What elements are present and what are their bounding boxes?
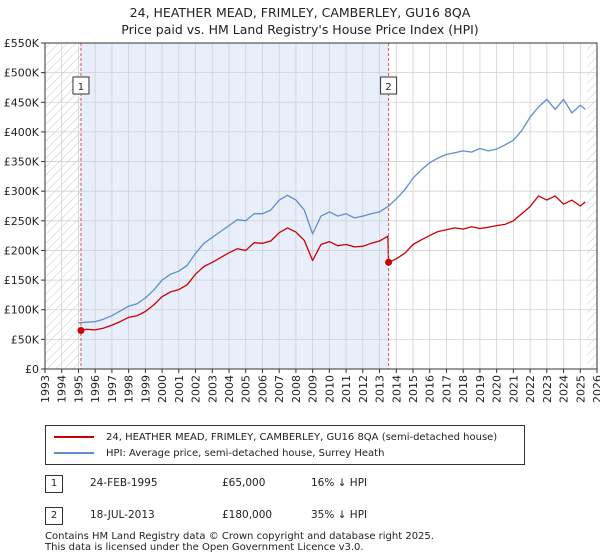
x-tick-label: 2019 bbox=[474, 375, 487, 403]
x-tick-label: 2001 bbox=[173, 375, 186, 403]
x-tick-label: 1997 bbox=[106, 375, 119, 403]
x-tick-label: 2013 bbox=[374, 375, 387, 403]
legend-entry-property: 24, HEATHER MEAD, FRIMLEY, CAMBERLEY, GU… bbox=[54, 430, 497, 444]
x-tick-label: 2011 bbox=[340, 375, 353, 403]
sale-marker-box bbox=[380, 76, 398, 95]
legend-swatch-property bbox=[54, 436, 94, 438]
sale-number-badge: 1 bbox=[45, 475, 63, 493]
x-tick-label: 2003 bbox=[206, 375, 219, 403]
y-tick-label: £50K bbox=[11, 333, 40, 346]
legend-label-hpi: HPI: Average price, semi-detached house,… bbox=[106, 447, 385, 459]
sale-point bbox=[77, 326, 85, 334]
x-tick-label: 2012 bbox=[357, 375, 370, 403]
x-tick-label: 2002 bbox=[190, 375, 203, 403]
x-tick-label: 2024 bbox=[558, 375, 571, 403]
x-tick-label: 1998 bbox=[123, 375, 136, 403]
x-tick-label: 2004 bbox=[223, 375, 236, 403]
y-tick-label: £350K bbox=[4, 156, 40, 169]
x-tick-label: 2026 bbox=[591, 375, 600, 403]
x-tick-label: 2023 bbox=[541, 375, 554, 403]
sale-hpi-delta: 35% ↓ HPI bbox=[311, 509, 368, 521]
hatched-region-after bbox=[586, 43, 597, 369]
x-tick-label: 2008 bbox=[290, 375, 303, 403]
x-tick-label: 2010 bbox=[323, 375, 336, 403]
x-tick-label: 1999 bbox=[139, 375, 152, 403]
x-tick-label: 2015 bbox=[407, 375, 420, 403]
x-tick-label: 2020 bbox=[491, 375, 504, 403]
x-tick-label: 2022 bbox=[524, 375, 537, 403]
sale-point bbox=[385, 258, 393, 266]
x-tick-label: 2021 bbox=[507, 375, 520, 403]
chart-title: 24, HEATHER MEAD, FRIMLEY, CAMBERLEY, GU… bbox=[0, 4, 600, 38]
sale-hpi-delta: 16% ↓ HPI bbox=[311, 477, 368, 489]
x-tick-label: 2000 bbox=[156, 375, 169, 403]
y-tick-label: £500K bbox=[4, 67, 40, 80]
sale-row: 1 24-FEB-1995 £65,000 16% ↓ HPI bbox=[45, 475, 525, 493]
y-tick-label: £550K bbox=[4, 37, 40, 50]
sale-price: £65,000 bbox=[222, 477, 266, 489]
legend-entry-hpi: HPI: Average price, semi-detached house,… bbox=[54, 446, 384, 460]
x-tick-label: 2007 bbox=[273, 375, 286, 403]
x-tick-label: 2025 bbox=[574, 375, 587, 403]
footer: Contains HM Land Registry data © Crown c… bbox=[45, 531, 434, 553]
sale-marker-box bbox=[72, 76, 90, 95]
x-tick-label: 1994 bbox=[56, 375, 69, 403]
sale-marker-label: 1 bbox=[78, 82, 84, 93]
x-tick-label: 2009 bbox=[307, 375, 320, 403]
sale-price: £180,000 bbox=[222, 509, 273, 521]
plot-frame bbox=[44, 42, 598, 370]
property-series-line bbox=[80, 195, 586, 332]
y-tick-label: £0 bbox=[25, 363, 39, 376]
footer-licence: This data is licensed under the Open Gov… bbox=[45, 542, 364, 553]
legend-label-property: 24, HEATHER MEAD, FRIMLEY, CAMBERLEY, GU… bbox=[106, 431, 498, 443]
sale-row: 2 18-JUL-2013 £180,000 35% ↓ HPI bbox=[45, 507, 525, 525]
footer-copyright: Contains HM Land Registry data © Crown c… bbox=[45, 531, 434, 542]
title-line-1: 24, HEATHER MEAD, FRIMLEY, CAMBERLEY, GU… bbox=[129, 5, 471, 20]
sale-number-badge: 2 bbox=[45, 507, 63, 525]
x-tick-label: 2014 bbox=[390, 375, 403, 403]
sale-date: 18-JUL-2013 bbox=[90, 509, 155, 521]
sale-date: 24-FEB-1995 bbox=[90, 477, 158, 489]
y-tick-label: £200K bbox=[4, 244, 40, 257]
x-tick-label: 2018 bbox=[457, 375, 470, 403]
legend-swatch-hpi bbox=[54, 452, 94, 454]
sale-marker-label: 2 bbox=[385, 82, 391, 93]
y-tick-label: £100K bbox=[4, 304, 40, 317]
x-tick-label: 1996 bbox=[89, 375, 102, 403]
y-tick-label: £250K bbox=[4, 215, 40, 228]
y-tick-label: £150K bbox=[4, 274, 40, 287]
legend: 24, HEATHER MEAD, FRIMLEY, CAMBERLEY, GU… bbox=[45, 425, 525, 465]
hatched-region-before bbox=[45, 43, 81, 369]
ownership-shade bbox=[80, 43, 389, 369]
x-tick-label: 2016 bbox=[424, 375, 437, 403]
price-chart: 1 2 £0 £50K £100K £150K £200K £250K £300K £350K £… bbox=[4, 37, 600, 403]
x-tick-label: 1993 bbox=[39, 375, 52, 403]
x-tick-label: 1995 bbox=[72, 375, 85, 403]
y-tick-label: £300K bbox=[4, 185, 40, 198]
y-tick-label: £450K bbox=[4, 96, 40, 109]
x-tick-label: 2017 bbox=[440, 375, 453, 403]
x-tick-label: 2006 bbox=[256, 375, 269, 403]
title-line-2: Price paid vs. HM Land Registry's House … bbox=[121, 22, 479, 37]
x-tick-label: 2005 bbox=[240, 375, 253, 403]
hpi-series-line bbox=[78, 98, 586, 324]
y-tick-label: £400K bbox=[4, 126, 40, 139]
